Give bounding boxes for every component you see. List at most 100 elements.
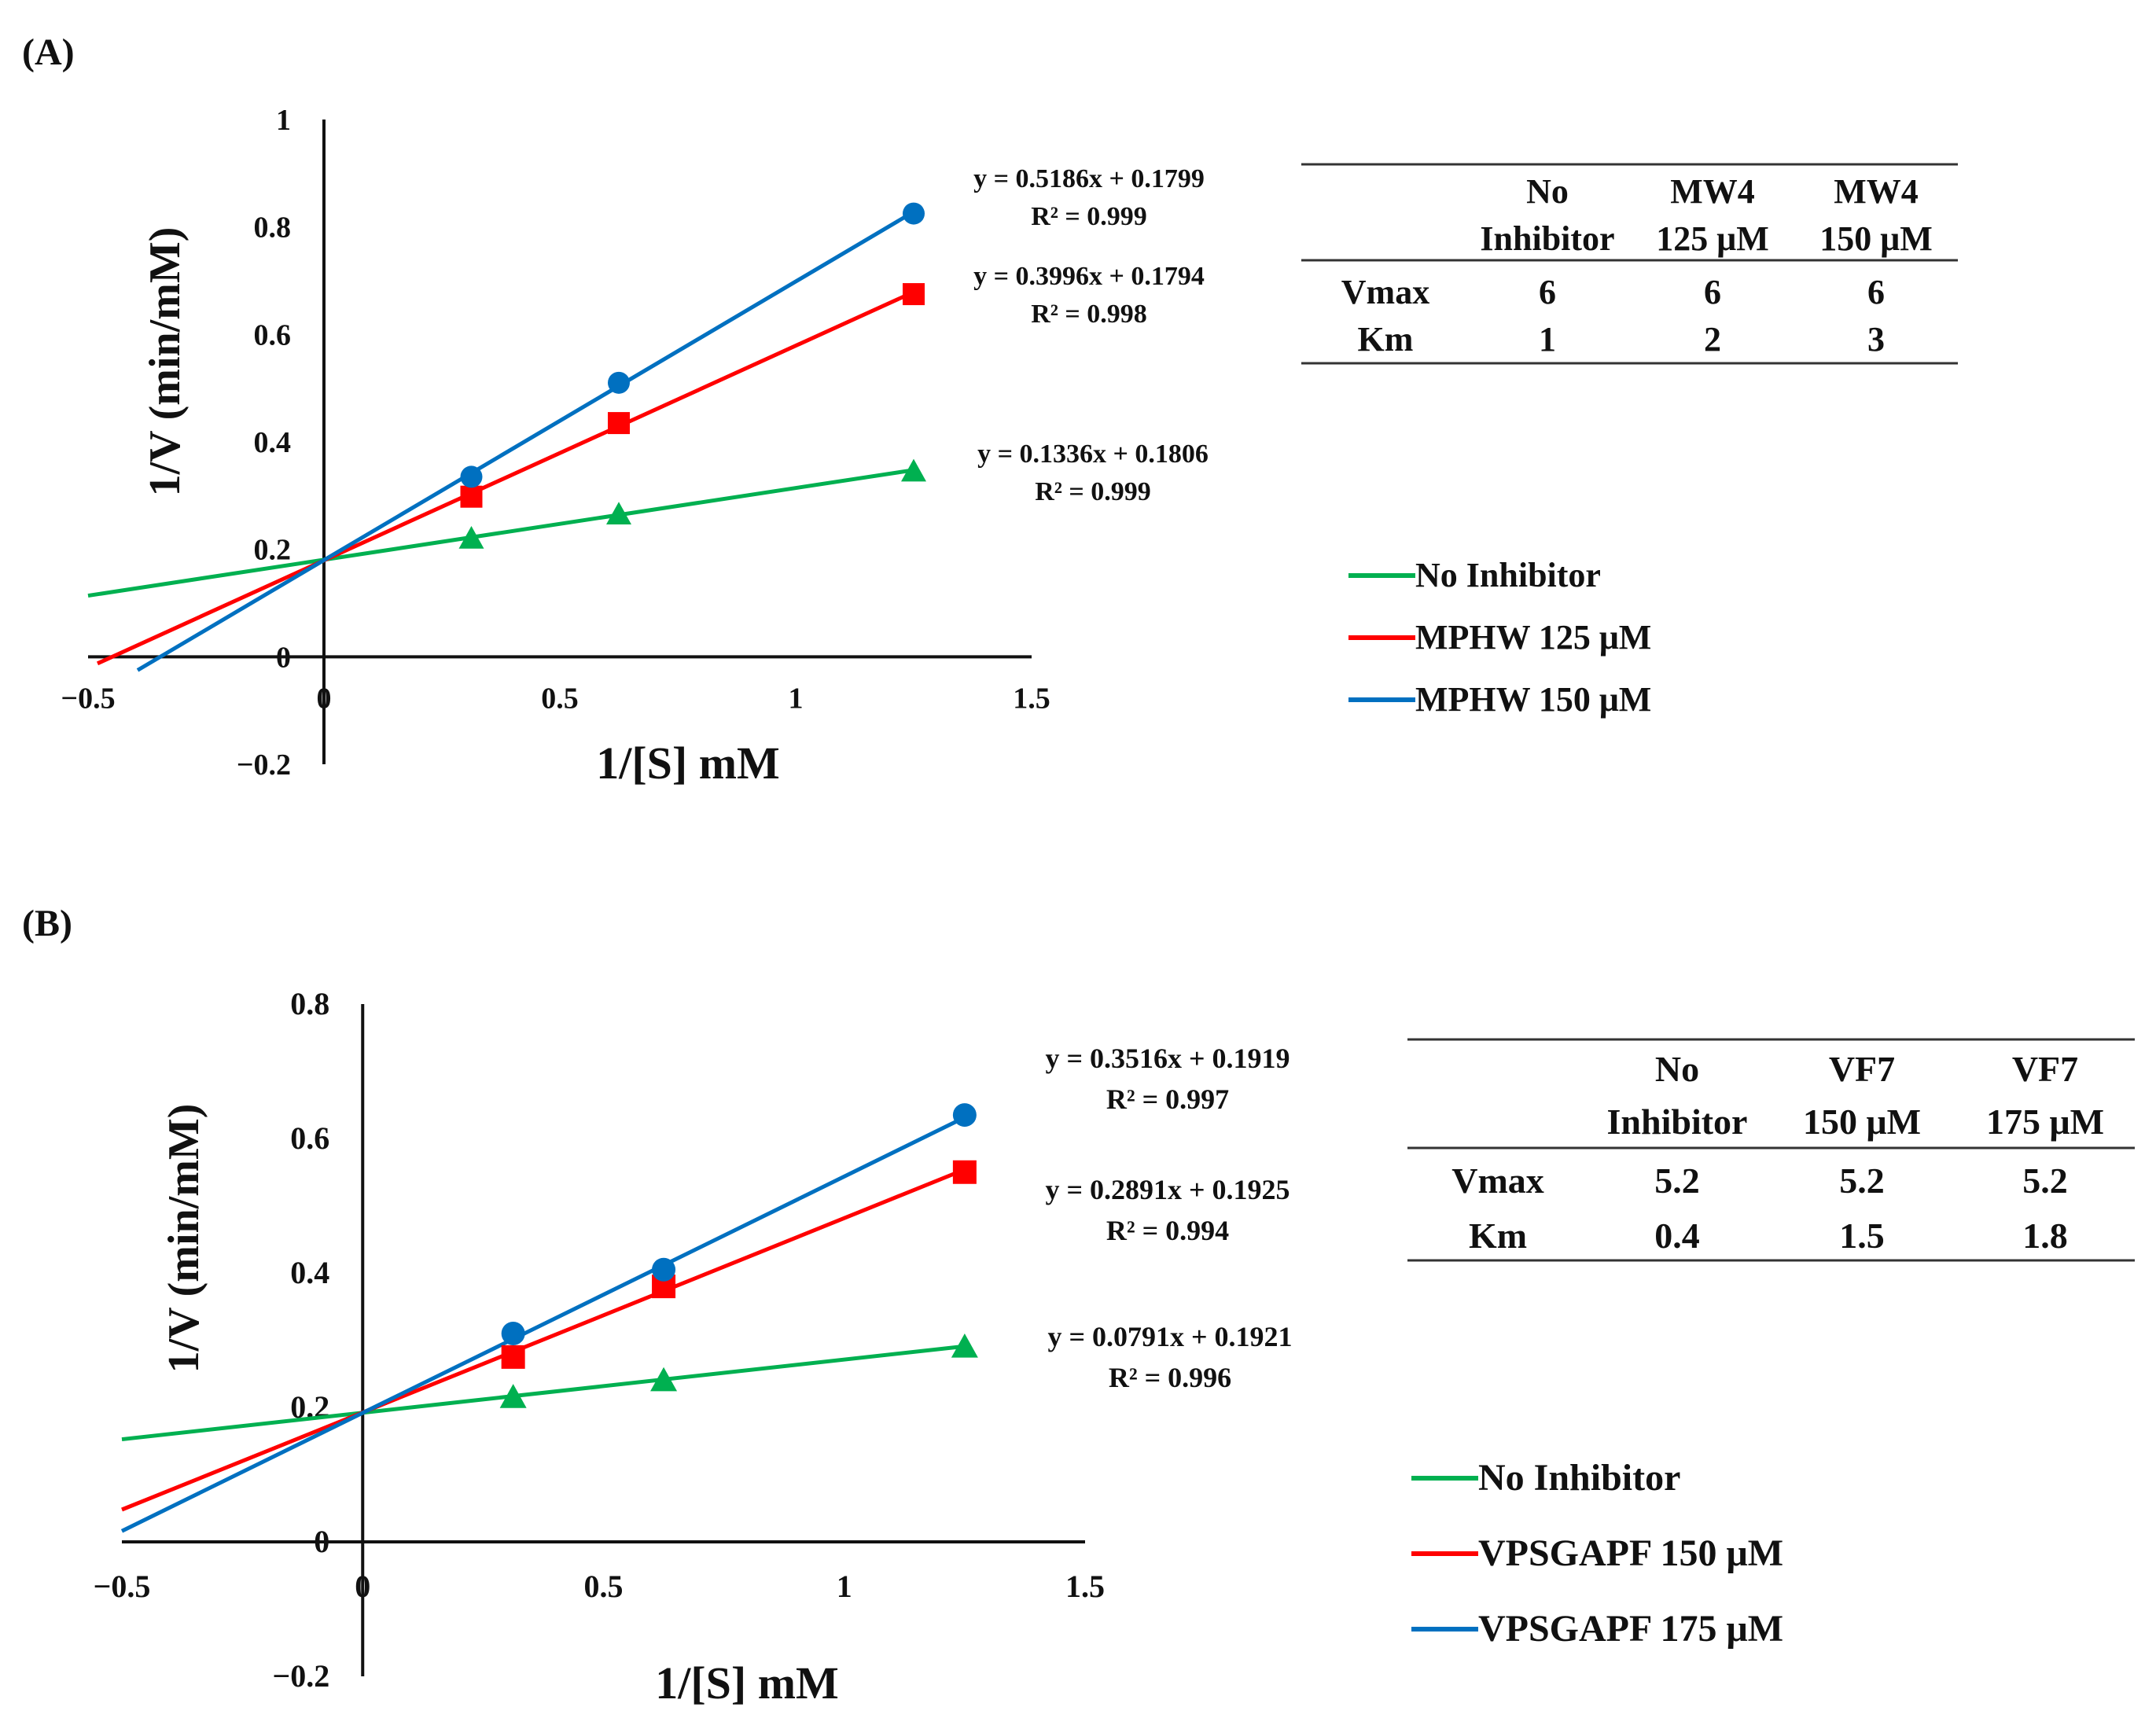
panel-a-series-1-point-2	[903, 283, 925, 306]
panel-b-kinetics-table: No VF7 VF7 Inhibitor 150 μM 175 μM Vmax …	[1407, 1038, 2135, 1262]
panel-a-series-line-1	[96, 290, 915, 666]
panel-b-series-2-point-2	[952, 1103, 977, 1128]
table-a-row-vmax-col1: 6	[1539, 273, 1556, 311]
table-a-row-km-label: Km	[1358, 320, 1414, 359]
panel-b-eq-vpsgapf175: y = 0.3516x + 0.1919	[1045, 1043, 1290, 1074]
panel-b-x-tick-label: −0.5	[94, 1569, 151, 1604]
table-b-header-col1-line1: No	[1655, 1049, 1699, 1089]
panel-b-x-axis-title: 1/[S] mM	[655, 1657, 839, 1709]
panel-b-r2-vpsgapf150: R² = 0.994	[1106, 1215, 1229, 1246]
panel-a-x-tick-label: −0.5	[61, 682, 115, 715]
panel-a-y-tick-label: −0.2	[237, 749, 291, 782]
panel-a-r2-no-inhibitor: R² = 0.999	[1035, 477, 1151, 506]
panel-a-x-axis-title: 1/[S] mM	[596, 738, 780, 789]
panel-b-series-0-point-2	[951, 1334, 978, 1358]
table-b-row-vmax-col3: 5.2	[2022, 1161, 2068, 1201]
panel-a-eq-mphw150: y = 0.5186x + 0.1799	[973, 164, 1205, 193]
panel-a-legend: No Inhibitor MPHW 125 μM MPHW 150 μM	[1348, 556, 1651, 719]
panel-b-y-tick-label: −0.2	[272, 1658, 329, 1694]
panel-a-series-0-point-1	[606, 502, 631, 525]
panel-a-y-tick-label: 0.4	[254, 426, 292, 459]
table-a-header-col2-line2: 125 μM	[1656, 219, 1768, 258]
panel-a-r2-mphw125: R² = 0.998	[1031, 300, 1147, 329]
panel-b-eq-vpsgapf150: y = 0.2891x + 0.1925	[1045, 1174, 1290, 1205]
panel-b-series-1-point-2	[952, 1160, 977, 1184]
legend-a-mphw125: MPHW 125 μM	[1415, 618, 1651, 657]
panel-a-plot: −0.5 0 0.5 1 1.5 −0.2 0 0.2 0.4 0.6 0.8 1	[61, 104, 1050, 782]
panel-b-y-axis-title: 1/V (min/mM)	[160, 1104, 208, 1374]
panel-a-x-tick-label: 0	[317, 682, 332, 715]
table-b-header-col3-line1: VF7	[2012, 1049, 2078, 1089]
panel-b-r2-no-inhibitor: R² = 0.996	[1109, 1362, 1231, 1393]
table-a-row-km-col3: 3	[1867, 320, 1885, 359]
table-b-header-col3-line2: 175 μM	[1986, 1102, 2104, 1142]
panel-a-series-2-point-1	[608, 371, 630, 394]
legend-b-vpsgapf150: VPSGAPF 150 μM	[1478, 1532, 1783, 1574]
panel-b-label: (B)	[22, 903, 72, 944]
panel-a-series-line-0	[87, 468, 914, 598]
panel-a-r2-mphw150: R² = 0.999	[1031, 202, 1147, 231]
panel-a-x-tick-label: 0.5	[541, 682, 579, 715]
panel-b-y-tick-label: 0	[314, 1524, 329, 1559]
table-a-header-col2-line1: MW4	[1670, 172, 1755, 211]
panel-b-series-line-0	[121, 1344, 966, 1442]
panel-a-series-1-point-0	[460, 485, 483, 508]
panel-a-y-tick-label: 1	[276, 104, 291, 137]
panel-a-x-tick-label: 1	[789, 682, 804, 715]
panel-a-y-tick-label: 0.2	[254, 534, 292, 567]
table-a-row-vmax-col3: 6	[1867, 273, 1885, 311]
table-b-row-km-col1: 0.4	[1654, 1216, 1700, 1256]
panel-b-series-0-point-1	[650, 1367, 678, 1392]
table-b-header-col2-line2: 150 μM	[1803, 1102, 1921, 1142]
table-b-row-km-col2: 1.5	[1839, 1216, 1885, 1256]
panel-b-x-tick-label: 0	[355, 1569, 370, 1604]
panel-a-y-tick-label: 0.8	[254, 212, 292, 245]
table-b-row-km-label: Km	[1469, 1216, 1527, 1256]
panel-b-plot: −0.5 0 0.5 1 1.5−0.200.20.40.60.8	[94, 986, 1105, 1694]
panel-a-series-0-point-2	[901, 458, 926, 482]
panel-b-r2-vpsgapf175: R² = 0.997	[1106, 1083, 1229, 1115]
panel-a: (A) −0.5 0 0.5 1 1.5 −0.2 0 0.2 0.4 0.6 0.8 1 1/[S]…	[22, 31, 1958, 789]
panel-b-eq-no-inhibitor: y = 0.0791x + 0.1921	[1047, 1321, 1292, 1352]
table-b-header-col1-line2: Inhibitor	[1607, 1102, 1748, 1142]
table-a-row-vmax-label: Vmax	[1341, 273, 1429, 311]
table-a-header-col1-line2: Inhibitor	[1480, 219, 1614, 258]
legend-a-mphw150: MPHW 150 μM	[1415, 680, 1651, 719]
panel-a-y-tick-label: 0.6	[254, 318, 292, 351]
table-a-header-col3-line1: MW4	[1834, 172, 1919, 211]
panel-a-series-2-point-0	[460, 465, 483, 488]
panel-b-x-tick-label: 1.5	[1065, 1569, 1105, 1604]
panel-b-x-tick-label: 0.5	[584, 1569, 624, 1604]
panel-b-y-tick-label: 0.8	[290, 986, 329, 1021]
panel-b-series-2-point-0	[501, 1321, 525, 1345]
panel-b: (B) −0.5 0 0.5 1 1.5−0.200.20.40.60.8 1/[S] …	[22, 903, 2135, 1709]
panel-b-x-tick-label: 1	[837, 1569, 852, 1604]
panel-a-series-0-point-0	[458, 526, 484, 549]
table-b-header-col2-line1: VF7	[1829, 1049, 1895, 1089]
panel-a-series-1-point-1	[608, 412, 630, 435]
panel-b-series-0-point-0	[499, 1384, 527, 1408]
table-a-header-col1-line1: No	[1526, 172, 1569, 211]
table-b-row-vmax-label: Vmax	[1451, 1161, 1544, 1201]
legend-b-no-inhibitor: No Inhibitor	[1478, 1457, 1680, 1499]
panel-a-series-2-point-2	[903, 202, 925, 225]
panel-a-eq-mphw125: y = 0.3996x + 0.1794	[973, 262, 1205, 291]
panel-a-series-line-2	[136, 210, 915, 672]
panel-a-eq-no-inhibitor: y = 0.1336x + 0.1806	[977, 440, 1209, 469]
legend-b-vpsgapf175: VPSGAPF 175 μM	[1478, 1608, 1783, 1650]
panel-a-y-axis-title: 1/V (min/mM)	[141, 227, 189, 497]
legend-a-no-inhibitor: No Inhibitor	[1415, 556, 1601, 594]
panel-b-series-line-2	[120, 1115, 966, 1533]
panel-b-series-line-1	[121, 1168, 966, 1512]
panel-b-legend: No Inhibitor VPSGAPF 150 μM VPSGAPF 175 …	[1411, 1457, 1783, 1650]
table-a-row-km-col2: 2	[1704, 320, 1721, 359]
panel-b-y-tick-label: 0.4	[290, 1255, 329, 1290]
table-b-row-km-col3: 1.8	[2022, 1216, 2068, 1256]
panel-b-series-1-point-0	[501, 1345, 525, 1369]
panel-a-y-tick-label: 0	[276, 641, 291, 674]
panel-b-equations: y = 0.3516x + 0.1919 R² = 0.997 y = 0.28…	[1045, 1043, 1292, 1393]
panel-a-kinetics-table: No MW4 MW4 Inhibitor 125 μM 150 μM Vmax …	[1301, 163, 1958, 365]
panel-a-x-tick-label: 1.5	[1013, 682, 1050, 715]
panel-b-series-2-point-1	[652, 1257, 676, 1282]
